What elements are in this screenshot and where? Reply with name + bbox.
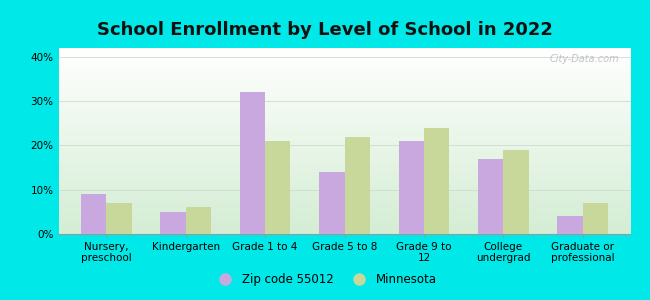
Bar (424, 128, 449, 234)
Bar (81, 194, 106, 234)
Text: School Enrollment by Level of School in 2022: School Enrollment by Level of School in … (97, 21, 553, 39)
Bar (558, 216, 583, 234)
Text: City-Data.com: City-Data.com (549, 54, 619, 64)
Bar (186, 207, 211, 234)
Bar (160, 212, 186, 234)
Legend: Zip code 55012, Minnesota: Zip code 55012, Minnesota (209, 269, 441, 291)
Bar (265, 141, 291, 234)
Bar (583, 203, 608, 234)
Bar (319, 172, 344, 234)
Bar (240, 92, 265, 234)
Bar (503, 150, 529, 234)
Bar (106, 203, 131, 234)
Bar (398, 141, 424, 234)
Bar (344, 136, 370, 234)
Bar (478, 159, 503, 234)
